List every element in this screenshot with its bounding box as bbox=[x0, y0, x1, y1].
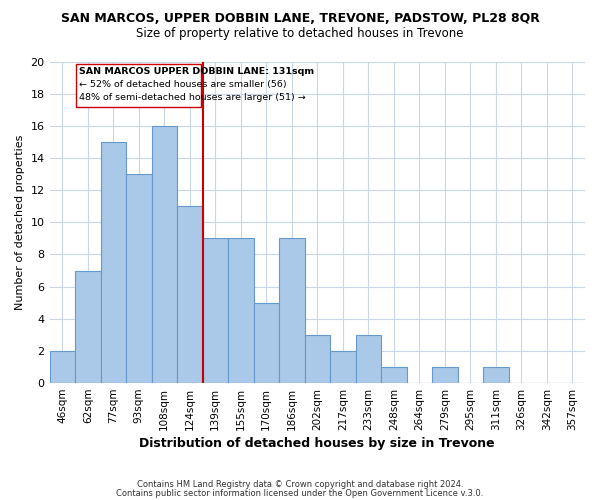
Bar bbox=[305, 335, 330, 383]
Text: Size of property relative to detached houses in Trevone: Size of property relative to detached ho… bbox=[136, 28, 464, 40]
Bar bbox=[126, 174, 152, 383]
Bar bbox=[101, 142, 126, 383]
X-axis label: Distribution of detached houses by size in Trevone: Distribution of detached houses by size … bbox=[139, 437, 495, 450]
Bar bbox=[50, 351, 75, 383]
Bar bbox=[279, 238, 305, 383]
Bar bbox=[203, 238, 228, 383]
Bar bbox=[177, 206, 203, 383]
Text: Contains public sector information licensed under the Open Government Licence v.: Contains public sector information licen… bbox=[116, 488, 484, 498]
FancyBboxPatch shape bbox=[76, 64, 201, 108]
Bar bbox=[432, 367, 458, 383]
Text: 48% of semi-detached houses are larger (51) →: 48% of semi-detached houses are larger (… bbox=[79, 93, 306, 102]
Text: ← 52% of detached houses are smaller (56): ← 52% of detached houses are smaller (56… bbox=[79, 80, 287, 89]
Bar bbox=[254, 302, 279, 383]
Text: SAN MARCOS UPPER DOBBIN LANE: 131sqm: SAN MARCOS UPPER DOBBIN LANE: 131sqm bbox=[79, 67, 314, 76]
Y-axis label: Number of detached properties: Number of detached properties bbox=[15, 134, 25, 310]
Bar bbox=[483, 367, 509, 383]
Text: SAN MARCOS, UPPER DOBBIN LANE, TREVONE, PADSTOW, PL28 8QR: SAN MARCOS, UPPER DOBBIN LANE, TREVONE, … bbox=[61, 12, 539, 26]
Bar bbox=[381, 367, 407, 383]
Bar bbox=[228, 238, 254, 383]
Text: Contains HM Land Registry data © Crown copyright and database right 2024.: Contains HM Land Registry data © Crown c… bbox=[137, 480, 463, 489]
Bar bbox=[152, 126, 177, 383]
Bar bbox=[330, 351, 356, 383]
Bar bbox=[75, 270, 101, 383]
Bar bbox=[356, 335, 381, 383]
